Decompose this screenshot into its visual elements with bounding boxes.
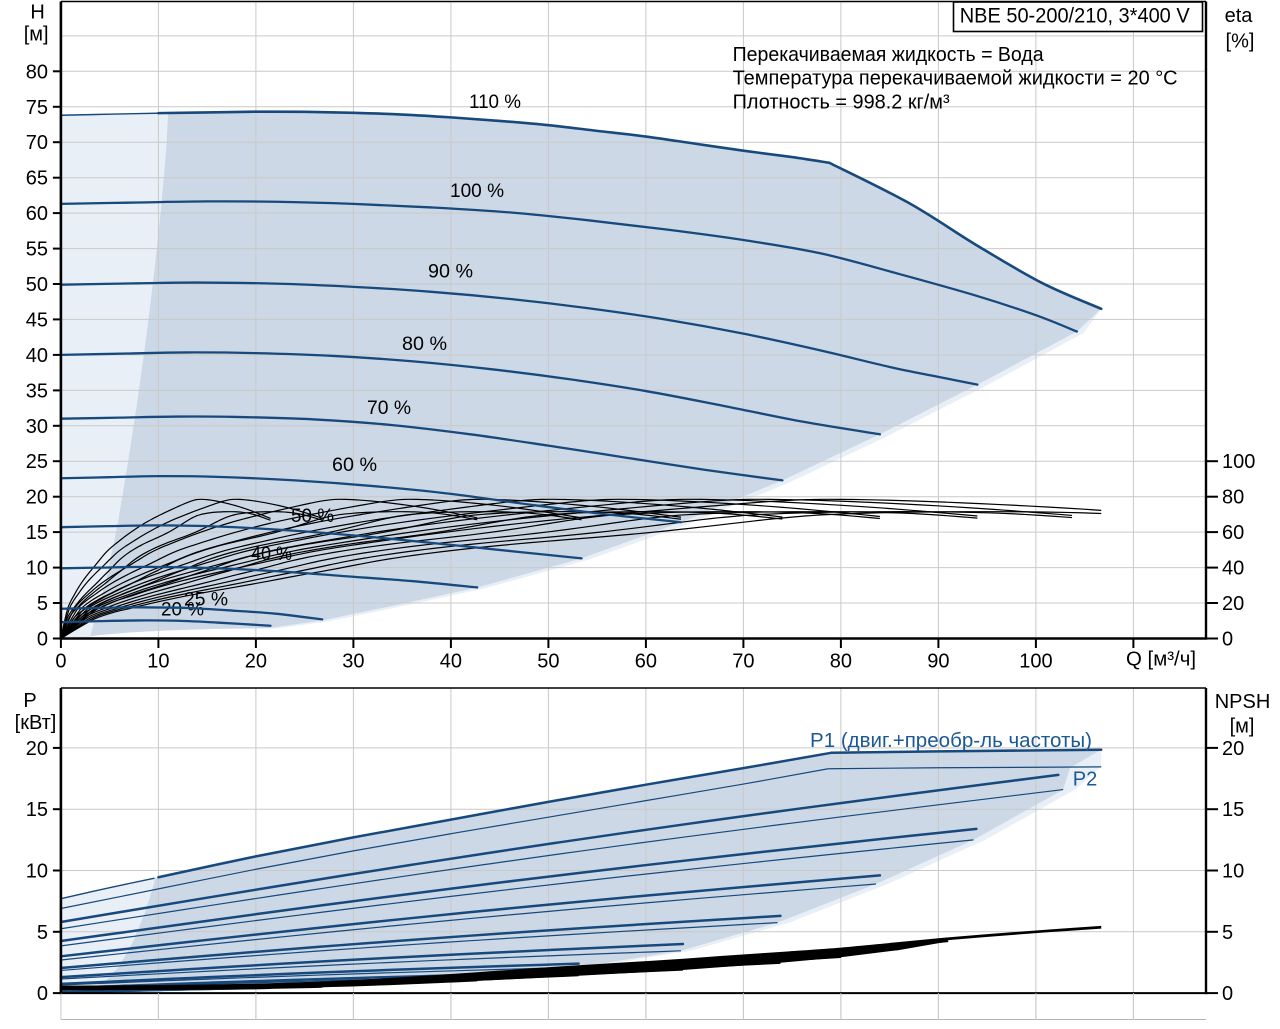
svg-text:P1 (двиг.+преобр-ль частоты): P1 (двиг.+преобр-ль частоты): [810, 730, 1092, 752]
svg-text:30: 30: [342, 650, 364, 672]
svg-text:NBE 50-200/210, 3*400 V: NBE 50-200/210, 3*400 V: [960, 5, 1190, 28]
svg-text:20: 20: [26, 738, 48, 760]
svg-text:H: H: [30, 2, 44, 24]
svg-text:5: 5: [1222, 922, 1233, 944]
svg-text:70 %: 70 %: [367, 397, 411, 419]
svg-text:80: 80: [830, 650, 852, 672]
svg-text:5: 5: [37, 922, 48, 944]
svg-text:Температура перекачиваемой жид: Температура перекачиваемой жидкости = 20…: [733, 67, 1178, 89]
svg-text:90 %: 90 %: [428, 261, 473, 283]
svg-text:80: 80: [1222, 487, 1244, 509]
svg-text:10: 10: [147, 650, 169, 672]
svg-text:50: 50: [537, 650, 559, 672]
svg-text:50: 50: [26, 274, 48, 296]
svg-text:NPSH: NPSH: [1215, 691, 1271, 713]
svg-text:P: P: [23, 690, 36, 712]
svg-text:40: 40: [440, 650, 462, 672]
svg-text:Q [м³/ч]: Q [м³/ч]: [1126, 649, 1196, 671]
svg-text:0: 0: [1222, 629, 1233, 651]
svg-text:90: 90: [927, 650, 949, 672]
svg-text:55: 55: [26, 239, 48, 261]
svg-text:[м]: [м]: [1230, 716, 1255, 738]
svg-text:[%]: [%]: [1226, 31, 1255, 53]
svg-text:60 %: 60 %: [332, 454, 377, 476]
svg-text:60: 60: [26, 203, 48, 225]
svg-text:Перекачиваемая жидкость = Вода: Перекачиваемая жидкость = Вода: [733, 44, 1045, 66]
svg-text:10: 10: [26, 861, 48, 883]
svg-text:40: 40: [1222, 558, 1244, 580]
svg-text:40: 40: [26, 345, 48, 367]
svg-text:15: 15: [1222, 799, 1244, 821]
svg-text:70: 70: [26, 132, 48, 154]
svg-text:110 %: 110 %: [469, 91, 521, 113]
svg-text:10: 10: [1222, 861, 1244, 883]
svg-text:35: 35: [26, 380, 48, 402]
svg-text:[кВт]: [кВт]: [15, 712, 57, 734]
svg-text:20 %: 20 %: [161, 598, 204, 620]
svg-text:0: 0: [37, 629, 48, 651]
svg-text:75: 75: [26, 97, 48, 119]
svg-text:60: 60: [1222, 522, 1244, 544]
svg-text:25: 25: [26, 451, 48, 473]
svg-text:P2: P2: [1073, 769, 1097, 791]
svg-text:100: 100: [1222, 451, 1255, 473]
svg-text:eta: eta: [1225, 5, 1254, 27]
svg-text:15: 15: [26, 522, 48, 544]
svg-text:70: 70: [732, 650, 754, 672]
svg-text:80 %: 80 %: [402, 333, 447, 355]
svg-text:15: 15: [26, 799, 48, 821]
svg-text:50 %: 50 %: [291, 505, 334, 527]
svg-text:Плотность = 998.2 кг/м³: Плотность = 998.2 кг/м³: [733, 92, 950, 114]
svg-text:20: 20: [1222, 593, 1244, 615]
svg-text:20: 20: [1222, 738, 1244, 760]
svg-text:10: 10: [26, 558, 48, 580]
svg-text:[м]: [м]: [24, 24, 49, 46]
svg-text:5: 5: [37, 593, 48, 615]
svg-text:100: 100: [1019, 650, 1052, 672]
svg-text:20: 20: [245, 650, 267, 672]
svg-text:100 %: 100 %: [450, 180, 504, 202]
svg-text:0: 0: [37, 983, 48, 1005]
svg-text:45: 45: [26, 309, 48, 331]
svg-text:65: 65: [26, 168, 48, 190]
svg-text:20: 20: [26, 487, 48, 509]
svg-text:0: 0: [1222, 983, 1233, 1005]
svg-text:80: 80: [26, 61, 48, 83]
svg-text:60: 60: [635, 650, 657, 672]
svg-text:0: 0: [55, 650, 66, 672]
svg-text:30: 30: [26, 416, 48, 438]
